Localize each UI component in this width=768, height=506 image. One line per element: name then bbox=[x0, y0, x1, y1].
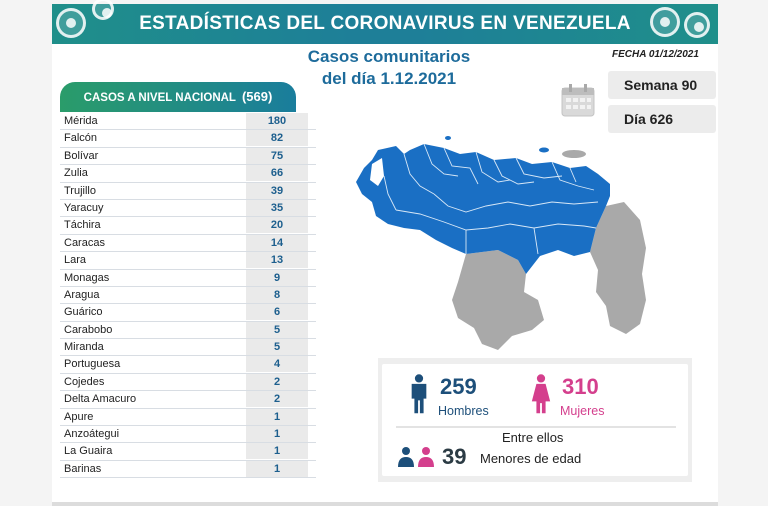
table-row: Monagas 9 bbox=[60, 269, 316, 287]
table-row: Bolívar 75 bbox=[60, 147, 316, 166]
state-name: Portuguesa bbox=[64, 358, 121, 371]
state-cases: 9 bbox=[246, 269, 308, 286]
table-row: Miranda 5 bbox=[60, 339, 316, 357]
table-row: Delta Amacuro 2 bbox=[60, 391, 316, 409]
table-row: La Guaira 1 bbox=[60, 443, 316, 461]
state-name: Yaracuy bbox=[64, 201, 104, 214]
virus-icon bbox=[56, 8, 86, 38]
state-cases: 35 bbox=[246, 199, 308, 216]
table-row: Lara 13 bbox=[60, 252, 316, 270]
family-icon bbox=[398, 447, 434, 467]
state-name: Aragua bbox=[64, 288, 100, 301]
card-divider bbox=[396, 426, 676, 428]
state-cases: 1 bbox=[246, 443, 308, 460]
national-count: (569) bbox=[241, 89, 273, 104]
dia-badge: Día 626 bbox=[608, 105, 716, 133]
state-name: Monagas bbox=[64, 271, 110, 284]
state-name: Mérida bbox=[64, 115, 98, 127]
state-name: Miranda bbox=[64, 341, 104, 354]
state-cases: 14 bbox=[246, 234, 308, 251]
table-row: Portuguesa 4 bbox=[60, 356, 316, 374]
state-cases: 1 bbox=[246, 460, 308, 477]
subtitle-line-1: Casos comunitarios bbox=[307, 47, 471, 66]
venezuela-map bbox=[356, 136, 646, 350]
state-cases: 82 bbox=[246, 130, 308, 147]
table-row: Zulia 66 bbox=[60, 165, 316, 183]
menores-label: Menores de edad bbox=[480, 451, 582, 466]
mujeres-label: Mujeres bbox=[560, 404, 605, 418]
virus-icon bbox=[650, 7, 680, 37]
state-name: Barinas bbox=[64, 462, 102, 475]
hombres-count: 259 bbox=[440, 374, 477, 399]
table-row: Mérida 180 bbox=[60, 113, 316, 131]
table-row: Carabobo 5 bbox=[60, 321, 316, 340]
female-icon bbox=[531, 374, 551, 414]
state-name: Falcón bbox=[64, 132, 98, 145]
table-row: Guárico 6 bbox=[60, 304, 316, 322]
mujeres-count: 310 bbox=[562, 374, 599, 399]
national-label: CASOS A NIVEL NACIONAL bbox=[83, 92, 236, 104]
state-name: Zulia bbox=[64, 167, 88, 180]
state-cases: 8 bbox=[246, 286, 308, 303]
infographic: ESTADÍSTICAS DEL CORONAVIRUS EN VENEZUEL… bbox=[52, 0, 718, 506]
gender-stats-card: 259 Hombres 310 Mujeres Entre ellos 39 M… bbox=[378, 358, 692, 482]
table-row: Anzoátegui 1 bbox=[60, 426, 316, 444]
table-row: Yaracuy 35 bbox=[60, 199, 316, 218]
hombres-label: Hombres bbox=[438, 404, 489, 418]
state-name: Bolívar bbox=[64, 149, 99, 162]
state-table: Mérida 180 Falcón 82 Bolívar 75 Zulia 66 Trujill… bbox=[60, 113, 316, 479]
state-name: Trujillo bbox=[64, 184, 96, 197]
table-row: Falcón 82 bbox=[60, 130, 316, 148]
table-row: Trujillo 39 bbox=[60, 182, 316, 200]
banner: ESTADÍSTICAS DEL CORONAVIRUS EN VENEZUEL… bbox=[52, 0, 718, 44]
virus-icon bbox=[684, 12, 710, 38]
state-name: Apure bbox=[64, 410, 94, 423]
state-cases: 5 bbox=[246, 321, 308, 338]
virus-icon bbox=[92, 0, 114, 20]
table-row: Táchira 20 bbox=[60, 217, 316, 235]
state-cases: 75 bbox=[246, 147, 308, 164]
state-name: Guárico bbox=[64, 306, 103, 319]
national-header: CASOS A NIVEL NACIONAL (569) bbox=[60, 82, 296, 112]
state-cases: 180 bbox=[246, 113, 308, 129]
state-name: Carabobo bbox=[64, 323, 113, 336]
map-region-venezuela bbox=[356, 144, 610, 274]
bottom-bar bbox=[52, 502, 718, 506]
state-cases: 4 bbox=[246, 356, 308, 373]
map-region-esequibo bbox=[590, 202, 646, 334]
entre-ellos-label: Entre ellos bbox=[502, 430, 564, 445]
map-region-amazonas bbox=[452, 250, 544, 350]
menores-count: 39 bbox=[442, 444, 467, 469]
state-cases: 2 bbox=[246, 391, 308, 408]
state-cases: 20 bbox=[246, 217, 308, 234]
state-name: Lara bbox=[64, 254, 87, 267]
state-cases: 6 bbox=[246, 304, 308, 321]
state-name: La Guaira bbox=[64, 445, 113, 458]
gender-stats-inner: 259 Hombres 310 Mujeres Entre ellos 39 M… bbox=[382, 364, 688, 476]
state-name: Cojedes bbox=[64, 375, 105, 388]
state-cases: 13 bbox=[246, 252, 308, 269]
state-cases: 39 bbox=[246, 182, 308, 199]
state-name: Caracas bbox=[64, 236, 105, 249]
table-row: Cojedes 2 bbox=[60, 373, 316, 392]
state-cases: 1 bbox=[246, 408, 308, 425]
banner-title: ESTADÍSTICAS DEL CORONAVIRUS EN VENEZUEL… bbox=[139, 13, 631, 34]
table-row: Apure 1 bbox=[60, 408, 316, 427]
calendar-icon bbox=[561, 84, 595, 117]
subtitle-line-2: del día 1.12.2021 bbox=[321, 69, 457, 88]
fecha-label: FECHA 01/12/2021 bbox=[612, 49, 699, 60]
state-cases: 1 bbox=[246, 426, 308, 443]
state-name: Delta Amacuro bbox=[64, 393, 137, 406]
state-name: Táchira bbox=[64, 219, 101, 232]
state-cases: 5 bbox=[246, 339, 308, 356]
table-row: Caracas 14 bbox=[60, 234, 316, 253]
state-cases: 66 bbox=[246, 165, 308, 182]
subtitle: Casos comunitarios del día 1.12.2021 bbox=[264, 46, 514, 90]
male-icon bbox=[411, 374, 427, 414]
table-row: Aragua 8 bbox=[60, 286, 316, 305]
semana-badge: Semana 90 bbox=[608, 71, 716, 99]
state-cases: 2 bbox=[246, 373, 308, 390]
state-name: Anzoátegui bbox=[64, 428, 120, 441]
table-row: Barinas 1 bbox=[60, 460, 316, 479]
